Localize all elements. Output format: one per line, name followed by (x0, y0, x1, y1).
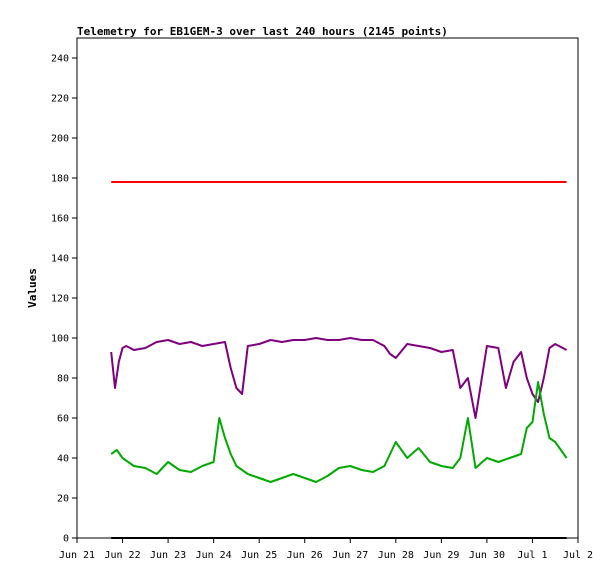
series-line-3 (110, 381, 568, 483)
y-tick-label: 120 (51, 294, 69, 305)
x-tick-label: Jun 21 (59, 550, 95, 561)
series-layer (110, 181, 568, 539)
y-tick-label: 60 (57, 414, 69, 425)
y-tick-label: 40 (57, 454, 69, 465)
x-tick-label: Jun 29 (423, 550, 459, 561)
y-tick-label: 0 (63, 534, 69, 545)
x-tick-label: Jun 24 (196, 550, 232, 561)
x-axis-ticks: Jun 21 Jun 22 Jun 23 Jun 24 Jun 25 Jun 26 Jun … (59, 538, 593, 561)
x-tick-label: Jun 23 (150, 550, 186, 561)
chart-title: Telemetry for EB1GEM-3 over last 240 hou… (77, 25, 448, 38)
x-tick-label: Jun 30 (469, 550, 505, 561)
x-tick-label: Jun 27 (332, 550, 368, 561)
x-tick-label: Jul 2 (563, 550, 593, 561)
y-tick-label: 20 (57, 494, 69, 505)
series-line-2 (110, 337, 568, 419)
y-tick-label: 200 (51, 134, 69, 145)
x-tick-label: Jun 25 (241, 550, 277, 561)
plot-frame (76, 37, 579, 539)
x-tick-label: Jul 1 (517, 550, 547, 561)
y-tick-label: 160 (51, 214, 69, 225)
y-tick-label: 140 (51, 254, 69, 265)
y-axis-ticks: 0 20 40 60 80 100 120 140 160 180 200 220 240 (51, 54, 77, 545)
y-tick-label: 220 (51, 94, 69, 105)
x-tick-label: Jun 28 (378, 550, 414, 561)
x-tick-label: Jun 26 (287, 550, 323, 561)
x-tick-label: Jun 22 (104, 550, 140, 561)
y-tick-label: 180 (51, 174, 69, 185)
y-tick-label: 100 (51, 334, 69, 345)
y-tick-label: 240 (51, 54, 69, 65)
y-axis-label: Values (26, 268, 39, 308)
y-tick-label: 80 (57, 374, 69, 385)
